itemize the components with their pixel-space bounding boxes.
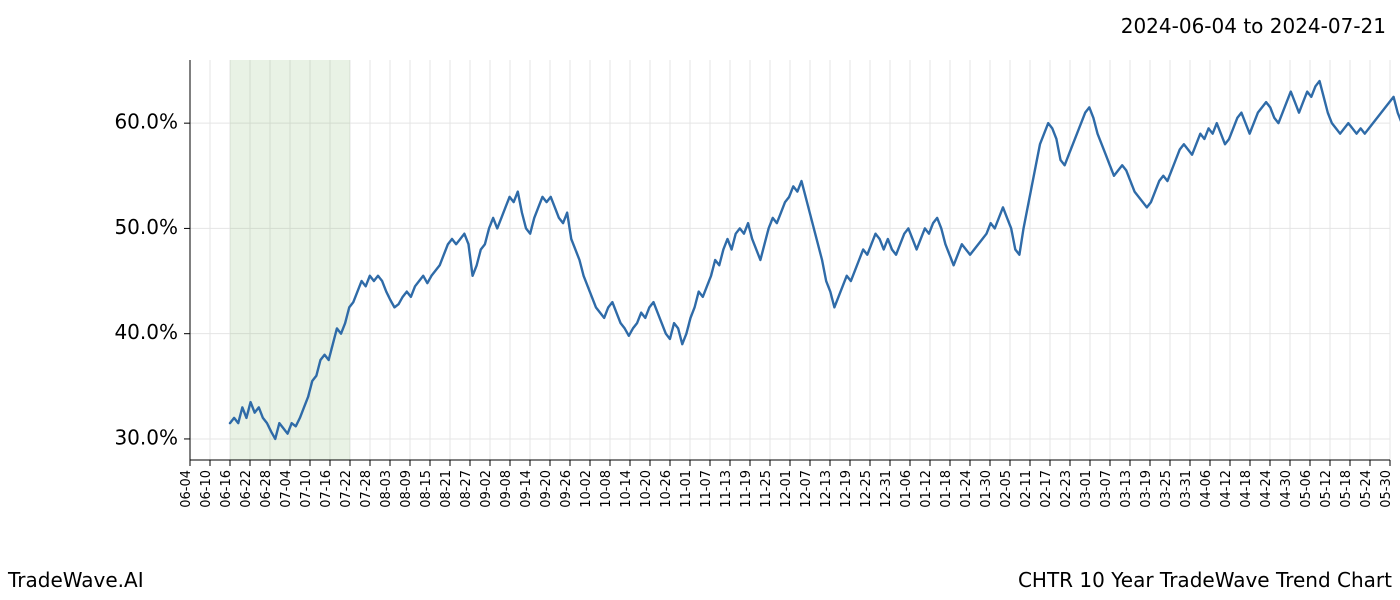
chart-container: 2024-06-04 to 2024-07-21 30.0%40.0%50.0%…	[0, 0, 1400, 600]
x-tick-label: 04-12	[1219, 470, 1234, 508]
x-tick-label: 09-08	[499, 470, 514, 508]
x-tick-label: 03-01	[1079, 470, 1094, 508]
x-tick-label: 04-18	[1239, 470, 1254, 508]
axes-layer	[184, 60, 1390, 466]
grid-layer	[190, 60, 1390, 460]
x-tick-label: 07-16	[319, 470, 334, 508]
x-tick-label: 01-06	[899, 470, 914, 508]
x-tick-label: 03-25	[1159, 470, 1174, 508]
x-tick-label: 06-16	[219, 470, 234, 508]
x-tick-label: 08-21	[439, 470, 454, 508]
x-tick-label: 08-15	[419, 470, 434, 508]
x-tick-label: 03-13	[1119, 470, 1134, 508]
x-tick-label: 12-25	[859, 470, 874, 508]
x-tick-label: 11-19	[739, 470, 754, 508]
footer-title: CHTR 10 Year TradeWave Trend Chart	[1018, 568, 1392, 592]
y-tick-label: 40.0%	[114, 320, 178, 344]
x-tick-label: 01-24	[959, 470, 974, 508]
y-tick-label: 50.0%	[114, 215, 178, 239]
highlight-layer	[230, 60, 350, 460]
x-tick-label: 02-05	[999, 470, 1014, 508]
x-tick-label: 06-04	[179, 470, 194, 508]
x-tick-label: 11-07	[699, 470, 714, 508]
x-tick-label: 12-19	[839, 470, 854, 508]
x-tick-label: 10-08	[599, 470, 614, 508]
x-tick-label: 02-17	[1039, 470, 1054, 508]
x-tick-label: 07-28	[359, 470, 374, 508]
x-tick-label: 01-30	[979, 470, 994, 508]
x-tick-label: 08-09	[399, 470, 414, 508]
x-tick-label: 09-26	[559, 470, 574, 508]
x-tick-label: 12-07	[799, 470, 814, 508]
x-tick-label: 09-02	[479, 470, 494, 508]
x-tick-label: 07-04	[279, 470, 294, 508]
x-tick-label: 07-10	[299, 470, 314, 508]
y-tick-label: 60.0%	[114, 110, 178, 134]
x-tick-label: 10-26	[659, 470, 674, 508]
x-tick-label: 06-22	[239, 470, 254, 508]
x-tick-label: 01-12	[919, 470, 934, 508]
x-tick-label: 03-19	[1139, 470, 1154, 508]
x-tick-label: 01-18	[939, 470, 954, 508]
x-tick-label: 09-14	[519, 470, 534, 508]
x-tick-label: 03-31	[1179, 470, 1194, 508]
x-tick-label: 05-24	[1359, 470, 1374, 508]
x-tick-label: 12-31	[879, 470, 894, 508]
x-tick-label: 09-20	[539, 470, 554, 508]
x-tick-label: 07-22	[339, 470, 354, 508]
footer-brand: TradeWave.AI	[8, 568, 144, 592]
x-tick-label: 10-14	[619, 470, 634, 508]
x-tick-label: 03-07	[1099, 470, 1114, 508]
x-tick-label: 02-11	[1019, 470, 1034, 508]
x-tick-label: 05-18	[1339, 470, 1354, 508]
x-tick-label: 04-30	[1279, 470, 1294, 508]
x-tick-label: 12-13	[819, 470, 834, 508]
y-tick-label: 30.0%	[114, 425, 178, 449]
x-tick-label: 04-24	[1259, 470, 1274, 508]
x-tick-label: 08-27	[459, 470, 474, 508]
x-tick-label: 11-01	[679, 470, 694, 508]
x-tick-label: 05-06	[1299, 470, 1314, 508]
x-tick-label: 12-01	[779, 470, 794, 508]
x-tick-label: 06-10	[199, 470, 214, 508]
series-layer	[230, 81, 1400, 439]
x-tick-label: 04-06	[1199, 470, 1214, 508]
trend-chart: 30.0% 40.0% 50.0% 60.0% 06-04 06-10 06-16 06-22…	[0, 0, 1400, 600]
x-tick-label: 11-13	[719, 470, 734, 508]
x-tick-label: 06-28	[259, 470, 274, 508]
x-tick-label: 11-25	[759, 470, 774, 508]
highlight-band	[230, 60, 350, 460]
x-tick-label: 02-23	[1059, 470, 1074, 508]
x-tick-label: 05-12	[1319, 470, 1334, 508]
x-tick-label: 10-20	[639, 470, 654, 508]
x-tick-label: 10-02	[579, 470, 594, 508]
trend-series	[230, 81, 1400, 439]
x-tick-label: 05-30	[1379, 470, 1394, 508]
x-tick-label: 08-03	[379, 470, 394, 508]
